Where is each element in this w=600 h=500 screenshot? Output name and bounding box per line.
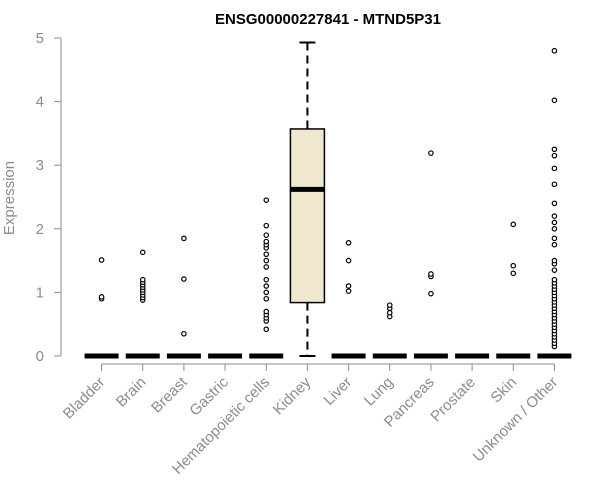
outlier-point	[345, 283, 352, 289]
box-brain	[125, 249, 160, 359]
outlier-point	[428, 271, 434, 277]
box-liver	[331, 239, 366, 359]
box-lung	[372, 302, 407, 359]
y-tick-label: 3	[36, 157, 44, 174]
outlier-point	[551, 146, 558, 153]
x-tick-label: Liver	[320, 374, 355, 409]
outlier-point	[428, 290, 434, 297]
x-tick-label: Prostate	[427, 374, 479, 426]
outlier-point	[551, 235, 558, 242]
outlier-point	[428, 150, 434, 156]
x-tick-label: Brain	[113, 374, 150, 411]
outlier-point	[263, 197, 270, 203]
y-tick-label: 0	[36, 348, 44, 365]
outlier-point	[181, 276, 187, 282]
outlier-point	[551, 47, 558, 54]
outlier-point	[510, 221, 517, 228]
outlier-point	[263, 283, 270, 289]
outlier-point	[139, 276, 146, 283]
outlier-point	[386, 309, 393, 316]
outlier-point	[551, 165, 558, 172]
outlier-point	[510, 270, 517, 277]
y-axis-title: Expression	[1, 161, 18, 235]
outlier-point	[551, 213, 558, 219]
outlier-point	[263, 232, 270, 238]
outlier-point	[263, 251, 270, 258]
outlier-point	[263, 257, 270, 264]
outlier-point	[551, 226, 558, 232]
outlier-point	[263, 326, 270, 333]
outlier-point	[551, 219, 558, 226]
outlier-point	[263, 222, 270, 229]
outlier-point	[263, 264, 270, 270]
y-tick-label: 4	[36, 94, 44, 111]
box-hematopoietic-cells	[249, 197, 284, 359]
box-pancreas	[413, 150, 448, 359]
box-bladder	[84, 257, 119, 359]
box-series	[84, 41, 572, 359]
outlier-point	[139, 249, 146, 256]
outlier-point	[551, 276, 558, 283]
outlier-point	[263, 289, 270, 296]
outlier-point	[98, 294, 105, 300]
outlier-point	[181, 235, 187, 242]
outlier-point	[181, 330, 187, 337]
y-tick-label: 1	[36, 284, 44, 301]
outlier-point	[263, 308, 270, 315]
outlier-point	[345, 257, 352, 264]
outlier-point	[98, 257, 105, 263]
outlier-point	[345, 288, 352, 294]
y-axis: 0 1 2 3 4 5	[36, 30, 62, 365]
outlier-point	[551, 181, 558, 188]
outlier-point	[345, 239, 352, 246]
outlier-point	[551, 257, 558, 264]
outlier-point	[263, 238, 270, 245]
box-body	[289, 128, 326, 304]
y-tick-label: 2	[36, 221, 44, 238]
outlier-point	[551, 241, 558, 248]
outlier-point	[386, 302, 393, 308]
x-tick-label: Breast	[148, 373, 191, 416]
outlier-point	[263, 295, 270, 302]
outlier-point	[510, 262, 517, 269]
box-breast	[166, 235, 201, 359]
outlier-point	[551, 97, 558, 104]
chart-title: ENSG00000227841 - MTND5P31	[215, 11, 441, 28]
x-tick-label: Lung	[361, 374, 397, 410]
outlier-point	[551, 267, 558, 273]
box-skin	[496, 221, 531, 359]
outlier-point	[551, 200, 558, 207]
outlier-point	[551, 152, 558, 159]
x-tick-label: Skin	[487, 374, 520, 407]
box-kidney	[289, 41, 326, 357]
x-tick-label: Kidney	[270, 373, 315, 418]
x-tick-label: Bladder	[60, 374, 109, 423]
outlier-point	[263, 276, 270, 283]
y-tick-label: 5	[36, 30, 44, 47]
box-unknown-other	[537, 47, 572, 359]
